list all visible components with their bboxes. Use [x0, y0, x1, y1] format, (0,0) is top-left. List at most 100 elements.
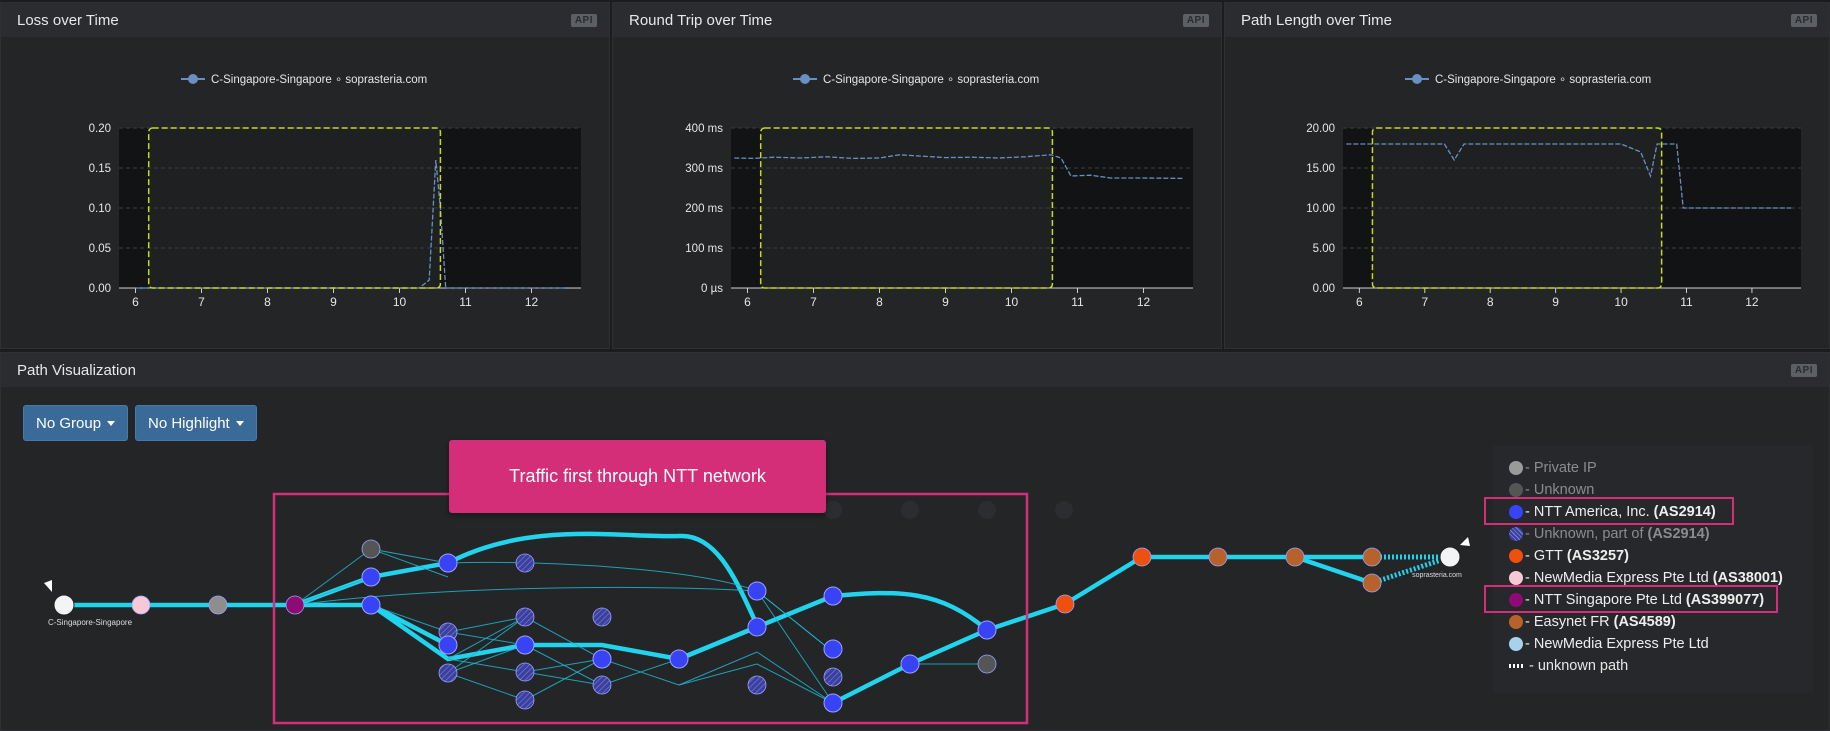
legend-marker — [800, 74, 810, 84]
legend-swatch — [1509, 571, 1523, 585]
legend-item: - NewMedia Express Pte Ltd (AS38001) — [1509, 568, 1783, 588]
y-tick-label: 300 ms — [685, 163, 723, 175]
legend-swatch — [1509, 637, 1523, 651]
x-tick-label: 6 — [132, 295, 139, 309]
group-dropdown-label: No Group — [36, 414, 102, 432]
api-badge[interactable]: API — [1790, 13, 1817, 27]
time-selection-box — [1371, 127, 1663, 289]
x-tick-label: 9 — [330, 295, 337, 309]
y-tick-label: 100 ms — [685, 243, 723, 255]
path-length-chart[interactable]: C-Singapore-Singapore ∘ soprasteria.com 0… — [1225, 37, 1829, 349]
x-tick-label: 7 — [198, 295, 205, 309]
round-trip-chart[interactable]: C-Singapore-Singapore ∘ soprasteria.com 0… — [613, 37, 1221, 349]
legend-label: C-Singapore-Singapore ∘ soprasteria.com — [1435, 74, 1651, 86]
chevron-down-icon — [107, 420, 116, 426]
time-selection-box — [759, 127, 1054, 289]
x-tick-label: 8 — [876, 295, 883, 309]
x-tick-label: 12 — [525, 295, 539, 309]
highlight-dropdown-label: No Highlight — [148, 414, 230, 432]
legend-label: C-Singapore-Singapore ∘ soprasteria.com — [211, 74, 427, 86]
legend-marker — [1412, 74, 1422, 84]
legend-name: - NewMedia Express Pte Ltd — [1525, 570, 1709, 586]
legend-name: - Unknown — [1525, 482, 1595, 498]
x-tick-label: 12 — [1137, 295, 1151, 309]
legend-highlight-box — [1484, 585, 1778, 613]
legend-name: - Unknown, part of — [1525, 526, 1644, 542]
legend-swatch — [1509, 615, 1523, 629]
legend-asn: (AS2914) — [1653, 504, 1716, 520]
legend-asn: (AS2914) — [1647, 526, 1710, 542]
panel-title: Path Visualization — [17, 361, 136, 379]
y-tick-label: 0.00 — [89, 283, 111, 295]
legend-item: - NewMedia Express Pte Ltd — [1509, 634, 1709, 654]
path-visualization-header: Path Visualization API — [1, 353, 1829, 387]
time-selection-box — [147, 127, 442, 289]
x-tick-label: 7 — [1421, 295, 1428, 309]
x-tick-label: 11 — [459, 295, 472, 309]
legend-name: - NTT America, Inc. — [1525, 504, 1650, 520]
y-tick-label: 5.00 — [1313, 243, 1335, 255]
highlight-dropdown[interactable]: No Highlight — [135, 405, 257, 441]
dashed-line-icon — [1509, 664, 1523, 668]
legend-swatch — [1509, 483, 1523, 497]
x-tick-label: 8 — [264, 295, 271, 309]
y-tick-label: 400 ms — [685, 123, 723, 135]
legend-name: - NewMedia Express Pte Ltd — [1525, 636, 1709, 652]
legend-item: - Unknown — [1509, 480, 1594, 500]
api-badge[interactable]: API — [1182, 13, 1209, 27]
x-tick-label: 10 — [1005, 295, 1019, 309]
series-line — [734, 154, 1184, 180]
x-tick-label: 6 — [1356, 295, 1363, 309]
y-tick-label: 0.05 — [89, 243, 111, 255]
legend-item: - Private IP — [1509, 458, 1597, 478]
x-tick-label: 11 — [1071, 295, 1084, 309]
y-tick-label: 0.10 — [89, 203, 111, 215]
legend-name: - Private IP — [1525, 460, 1597, 476]
y-tick-label: 0.20 — [89, 123, 111, 135]
loss-chart[interactable]: C-Singapore-Singapore ∘ soprasteria.com 0… — [1, 37, 609, 349]
y-tick-label: 0.00 — [1313, 283, 1335, 295]
legend-swatch — [1509, 549, 1523, 563]
x-tick-label: 11 — [1680, 295, 1693, 309]
legend-asn: (AS38001) — [1712, 570, 1783, 586]
legend-asn: (AS399077) — [1685, 592, 1765, 608]
y-tick-label: 20.00 — [1306, 123, 1335, 135]
x-tick-label: 9 — [1552, 295, 1559, 309]
x-tick-label: 9 — [942, 295, 949, 309]
y-tick-label: 15.00 — [1306, 163, 1335, 175]
path-length-panel-header: Path Length over Time API — [1225, 3, 1829, 37]
round-trip-panel: Round Trip over Time API C-Singapore-Sin… — [612, 2, 1222, 349]
y-tick-label: 200 ms — [685, 203, 723, 215]
api-badge[interactable]: API — [1790, 363, 1817, 377]
loss-panel: Loss over Time API C-Singapore-Singapore… — [0, 2, 610, 349]
x-tick-label: 10 — [393, 295, 407, 309]
legend-name: - GTT — [1525, 548, 1563, 564]
chevron-down-icon — [235, 420, 244, 426]
x-tick-label: 7 — [810, 295, 817, 309]
x-tick-label: 10 — [1614, 295, 1628, 309]
legend-highlight-box — [1484, 497, 1734, 525]
x-tick-label: 8 — [1487, 295, 1494, 309]
x-tick-label: 12 — [1745, 295, 1759, 309]
legend-item: - NTT America, Inc. (AS2914) — [1509, 502, 1716, 522]
legend-item: - GTT (AS3257) — [1509, 546, 1629, 566]
series-line — [1346, 143, 1792, 209]
y-tick-label: 10.00 — [1306, 203, 1335, 215]
legend-item: - NTT Singapore Pte Ltd (AS399077) — [1509, 590, 1764, 610]
panel-title: Loss over Time — [17, 11, 119, 29]
group-dropdown[interactable]: No Group — [23, 405, 129, 441]
legend-marker — [188, 74, 198, 84]
as-legend: - Private IP - Unknown - NTT America, Inc.… — [1484, 445, 1813, 693]
panel-title: Round Trip over Time — [629, 11, 773, 29]
round-trip-panel-header: Round Trip over Time API — [613, 3, 1221, 37]
y-tick-label: 0 µs — [701, 283, 723, 295]
legend-swatch — [1509, 505, 1523, 519]
x-tick-label: 6 — [744, 295, 751, 309]
legend-item: - Easynet FR (AS4589) — [1509, 612, 1676, 632]
legend-swatch — [1509, 527, 1523, 541]
legend-item: - Unknown, part of (AS2914) — [1509, 524, 1710, 544]
y-tick-label: 0.15 — [89, 163, 111, 175]
api-badge[interactable]: API — [570, 13, 597, 27]
legend-name: - NTT Singapore Pte Ltd — [1525, 592, 1682, 608]
legend-swatch — [1509, 461, 1523, 475]
